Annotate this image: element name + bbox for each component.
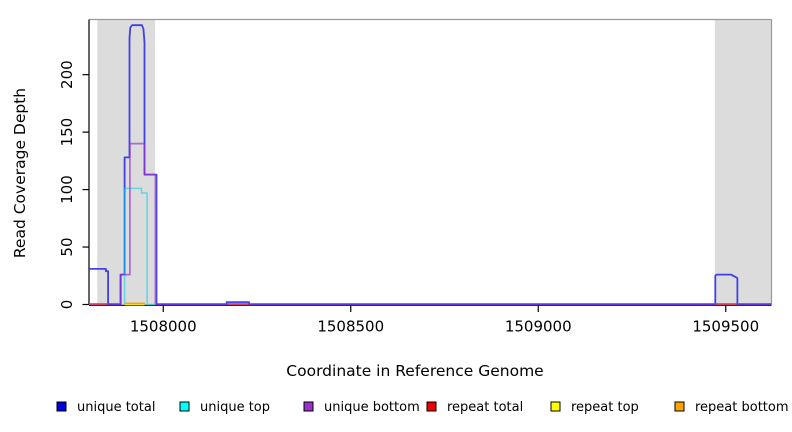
legend-label: repeat bottom (695, 400, 789, 415)
series-line-unique-top (123, 187, 155, 306)
x-tick-label: 1509500 (692, 318, 759, 336)
x-tick-label: 1508000 (130, 318, 197, 336)
legend-swatch-repeat-top (550, 401, 561, 412)
coverage-lines (89, 24, 772, 306)
legend-swatch-unique-total (56, 401, 67, 412)
series-line-unique-bottom (89, 142, 772, 305)
legend-label: unique total (77, 400, 155, 415)
series-line-unique-total (89, 24, 772, 306)
y-tick-label: 100 (58, 175, 76, 204)
y-axis-title: Read Coverage Depth (11, 88, 29, 258)
shaded-regions (97, 19, 772, 305)
legend-item-repeat-total: repeat total (426, 400, 523, 415)
legend-label: repeat top (571, 400, 639, 415)
legend-label: repeat total (447, 400, 523, 415)
legend-item-unique-bottom: unique bottom (303, 400, 420, 415)
legend-label: unique top (200, 400, 270, 415)
shaded-region-1 (714, 19, 772, 305)
legend-item-unique-total: unique total (56, 400, 155, 415)
y-tick-label: 50 (58, 237, 76, 256)
x-tick-label: 1508500 (317, 318, 384, 336)
x-axis-title: Coordinate in Reference Genome (286, 362, 543, 380)
legend-swatch-unique-bottom (303, 401, 314, 412)
legend-item-unique-top: unique top (179, 400, 270, 415)
legend-item-repeat-bottom: repeat bottom (674, 400, 789, 415)
y-tick-label: 0 (58, 300, 76, 310)
y-tick-label: 200 (58, 60, 76, 89)
legend-swatch-unique-top (179, 401, 190, 412)
legend: unique total unique top unique bottom repea… (56, 400, 789, 415)
axis-ticks: 1508000 1508500 1509000 1509500 0 50 100 150 200 (58, 60, 759, 335)
legend-label: unique bottom (324, 400, 420, 415)
legend-swatch-repeat-total (426, 401, 437, 412)
plot-box (88, 18, 773, 306)
legend-swatch-repeat-bottom (674, 401, 685, 412)
y-tick-label: 150 (58, 118, 76, 147)
shaded-region-0 (97, 19, 155, 305)
legend-item-repeat-top: repeat top (550, 400, 639, 415)
x-tick-label: 1509000 (505, 318, 572, 336)
